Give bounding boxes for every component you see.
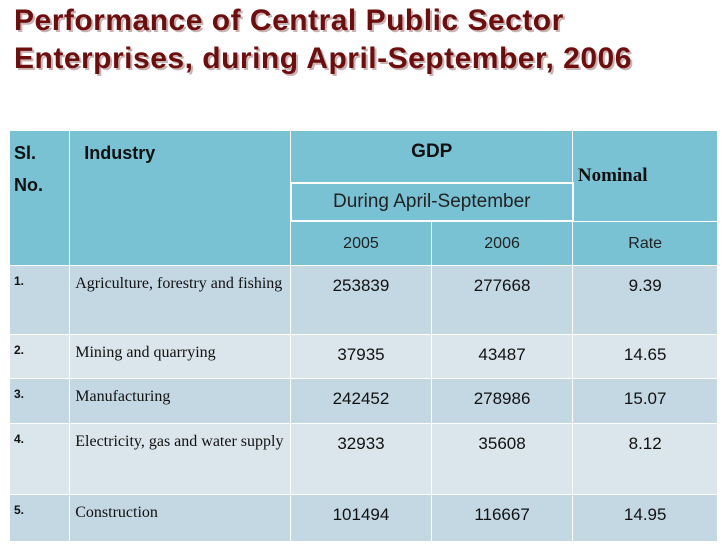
- table-row: 4. Electricity, gas and water supply 329…: [8, 422, 718, 496]
- row-sl: 2.: [8, 333, 71, 380]
- row-sl: 5.: [8, 494, 71, 542]
- row-rate: 15.07: [572, 378, 718, 424]
- row-rate: 14.95: [572, 494, 718, 542]
- performance-table: Sl. No. Industry GDP Nominal During Apri…: [8, 129, 718, 542]
- header-year-2005: 2005: [290, 220, 432, 267]
- table-row: 3. Manufacturing 242452 278986 15.07: [8, 378, 718, 424]
- row-sl: 3.: [8, 378, 71, 424]
- row-rate: 14.65: [572, 333, 718, 380]
- table-row: 2. Mining and quarrying 37935 43487 14.6…: [8, 333, 718, 380]
- header-gdp: GDP: [290, 130, 574, 184]
- page-title: Performance of Central Public Sector Ent…: [14, 4, 632, 75]
- row-value-2006: 277668: [430, 265, 574, 335]
- row-value-2005: 37935: [290, 333, 432, 380]
- row-industry: Construction: [69, 494, 292, 542]
- row-value-2006: 116667: [430, 494, 574, 542]
- row-value-2005: 242452: [290, 378, 432, 424]
- header-sl-no: Sl. No.: [8, 129, 71, 267]
- row-value-2005: 101494: [290, 494, 432, 542]
- header-sl-line2: No.: [14, 175, 43, 195]
- row-industry: Agriculture, forestry and fishing: [69, 265, 292, 335]
- header-rate: Rate: [572, 220, 718, 267]
- row-value-2005: 32933: [290, 422, 432, 496]
- row-industry: Mining and quarrying: [69, 333, 292, 380]
- row-value-2006: 278986: [430, 378, 574, 424]
- row-sl: 1.: [8, 265, 71, 335]
- row-value-2006: 43487: [430, 333, 574, 380]
- row-industry: Electricity, gas and water supply: [69, 422, 292, 496]
- table-row: 1. Agriculture, forestry and fishing 253…: [8, 265, 718, 335]
- header-sl-line1: Sl.: [14, 143, 37, 163]
- row-rate: 9.39: [572, 265, 718, 335]
- row-sl: 4.: [8, 422, 71, 496]
- table-row: 5. Construction 101494 116667 14.95: [8, 494, 718, 542]
- row-industry: Manufacturing: [69, 378, 292, 424]
- row-value-2005: 253839: [290, 265, 432, 335]
- row-value-2006: 35608: [430, 422, 574, 496]
- header-nominal: Nominal: [572, 130, 718, 222]
- header-year-2006: 2006: [430, 220, 574, 267]
- row-rate: 8.12: [572, 422, 718, 496]
- header-during-april-september: During April-September: [289, 181, 574, 223]
- header-industry: Industry: [69, 129, 292, 267]
